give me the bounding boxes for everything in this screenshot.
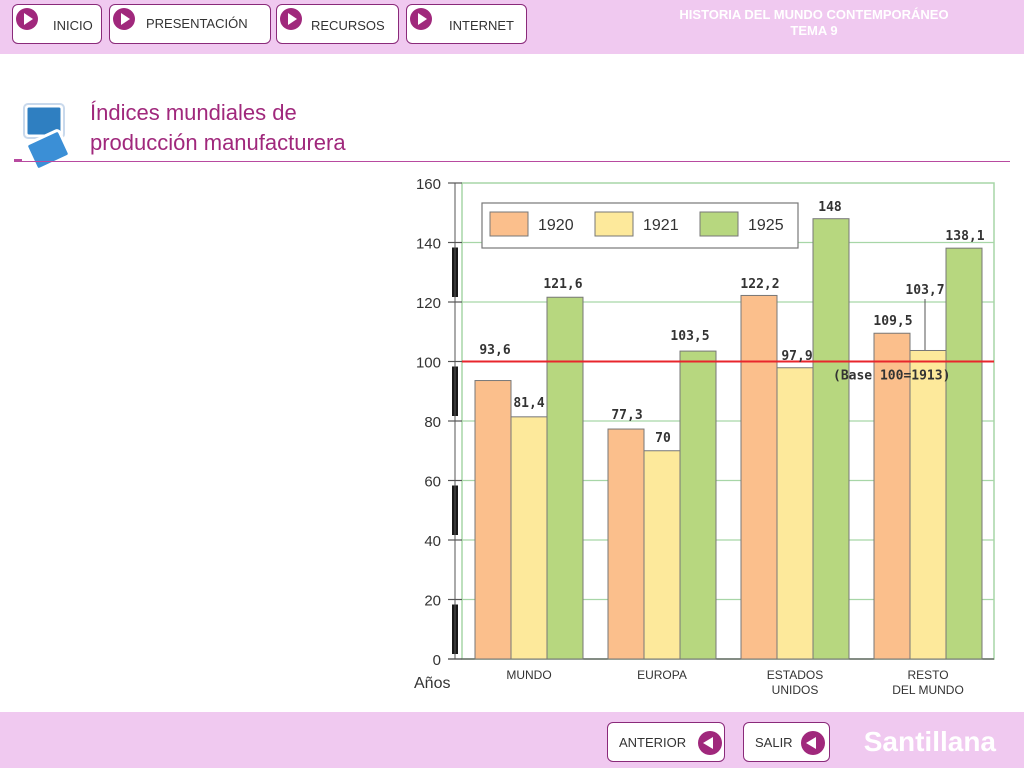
nav-internet-label: INTERNET (449, 18, 514, 33)
salir-label: SALIR (755, 735, 793, 750)
legend-box (481, 202, 799, 249)
data-label: 103,7 (905, 283, 944, 298)
play-arrow-icon (280, 8, 302, 30)
bar-1925 (679, 350, 717, 660)
play-arrow-icon (410, 8, 432, 30)
bottom-bar (0, 712, 1024, 768)
data-label: 122,2 (740, 277, 779, 292)
x-category-label: DEL MUNDO (892, 683, 964, 697)
back-arrow-icon (801, 731, 825, 755)
anterior-button[interactable]: ANTERIOR (607, 722, 725, 762)
bar-1921 (643, 450, 681, 660)
y-tick-label: 120 (416, 295, 441, 312)
y-tick-label: 60 (424, 474, 441, 491)
data-label: 148 (818, 200, 842, 215)
x-category-label: EUROPA (637, 668, 687, 682)
nav-internet-button[interactable]: INTERNET (406, 4, 527, 44)
bar-1921 (510, 416, 548, 660)
bar-1920 (607, 428, 645, 660)
play-arrow-icon (16, 8, 38, 30)
y-tick-label: 40 (424, 533, 441, 550)
nav-presentacion-button[interactable]: PRESENTACIÓN (109, 4, 271, 44)
data-label: 77,3 (611, 408, 642, 423)
page-title-line2: producción manufacturera (90, 130, 346, 155)
title-divider (14, 161, 1010, 162)
y-tick-label: 0 (433, 652, 441, 669)
y-tick-label: 80 (424, 414, 441, 431)
bar-1920 (873, 332, 911, 660)
data-label: 93,6 (479, 343, 510, 358)
y-tick-label: 100 (416, 355, 441, 372)
salir-button[interactable]: SALIR (743, 722, 830, 762)
data-label: 103,5 (670, 329, 709, 344)
legend-swatch-1925 (699, 211, 739, 237)
nav-inicio-button[interactable]: INICIO (12, 4, 102, 44)
page-title-line1: Índices mundiales de (90, 100, 297, 125)
x-category-label: MUNDO (506, 668, 551, 682)
x-category-label: RESTO (907, 668, 948, 682)
nav-recursos-button[interactable]: RECURSOS (276, 4, 399, 44)
x-category-label: UNIDOS (772, 683, 819, 697)
bar-1925 (546, 296, 584, 660)
brand-logo: Santillana (863, 726, 996, 757)
production-index-chart: 0 20 40 60 80 100 120 140 160 MUNDO EUROPA ESTADOSU… (414, 176, 995, 697)
nav-recursos-label: RECURSOS (311, 18, 385, 33)
bar-1925 (812, 218, 850, 660)
legend-swatch-1921 (594, 211, 634, 237)
bar-1920 (474, 380, 512, 660)
bar-1920 (740, 294, 778, 660)
title-rule-tick (14, 159, 22, 161)
nav-presentacion-label: PRESENTACIÓN (146, 16, 248, 31)
header-title-line2: TEMA 9 (790, 23, 838, 38)
y-tick-label: 20 (424, 593, 441, 610)
x-category-label: ESTADOS (767, 668, 823, 682)
data-label: 70 (655, 431, 671, 446)
data-label: 109,5 (873, 314, 912, 329)
top-bar: INICIO PRESENTACIÓN RECURSOS INTERNET HI… (0, 0, 1024, 54)
data-label: 121,6 (543, 277, 582, 292)
x-axis-title: Años (414, 675, 450, 692)
data-label: 97,9 (781, 349, 812, 364)
bar-1921 (776, 367, 814, 660)
bar-1925 (945, 247, 983, 660)
data-label: 138,1 (945, 229, 984, 244)
header-title: HISTORIA DEL MUNDO CONTEMPORÁNEO TEMA 9 (634, 7, 994, 39)
back-arrow-icon (698, 731, 722, 755)
bar-1921 (909, 349, 947, 660)
legend-label-1921: 1921 (643, 217, 679, 234)
y-tick-label: 160 (416, 176, 441, 193)
legend-swatch-1920 (489, 211, 529, 237)
play-arrow-icon (113, 8, 135, 30)
page-title: Índices mundiales de producción manufact… (90, 98, 450, 158)
reference-label: (Base 100=1913) (833, 369, 950, 384)
data-label: 81,4 (513, 396, 544, 411)
header-title-line1: HISTORIA DEL MUNDO CONTEMPORÁNEO (679, 7, 949, 22)
anterior-label: ANTERIOR (619, 735, 687, 750)
legend-label-1920: 1920 (538, 217, 574, 234)
monitor-icon (23, 103, 71, 171)
legend-label-1925: 1925 (748, 217, 784, 234)
nav-inicio-label: INICIO (53, 18, 93, 33)
y-tick-label: 140 (416, 236, 441, 253)
